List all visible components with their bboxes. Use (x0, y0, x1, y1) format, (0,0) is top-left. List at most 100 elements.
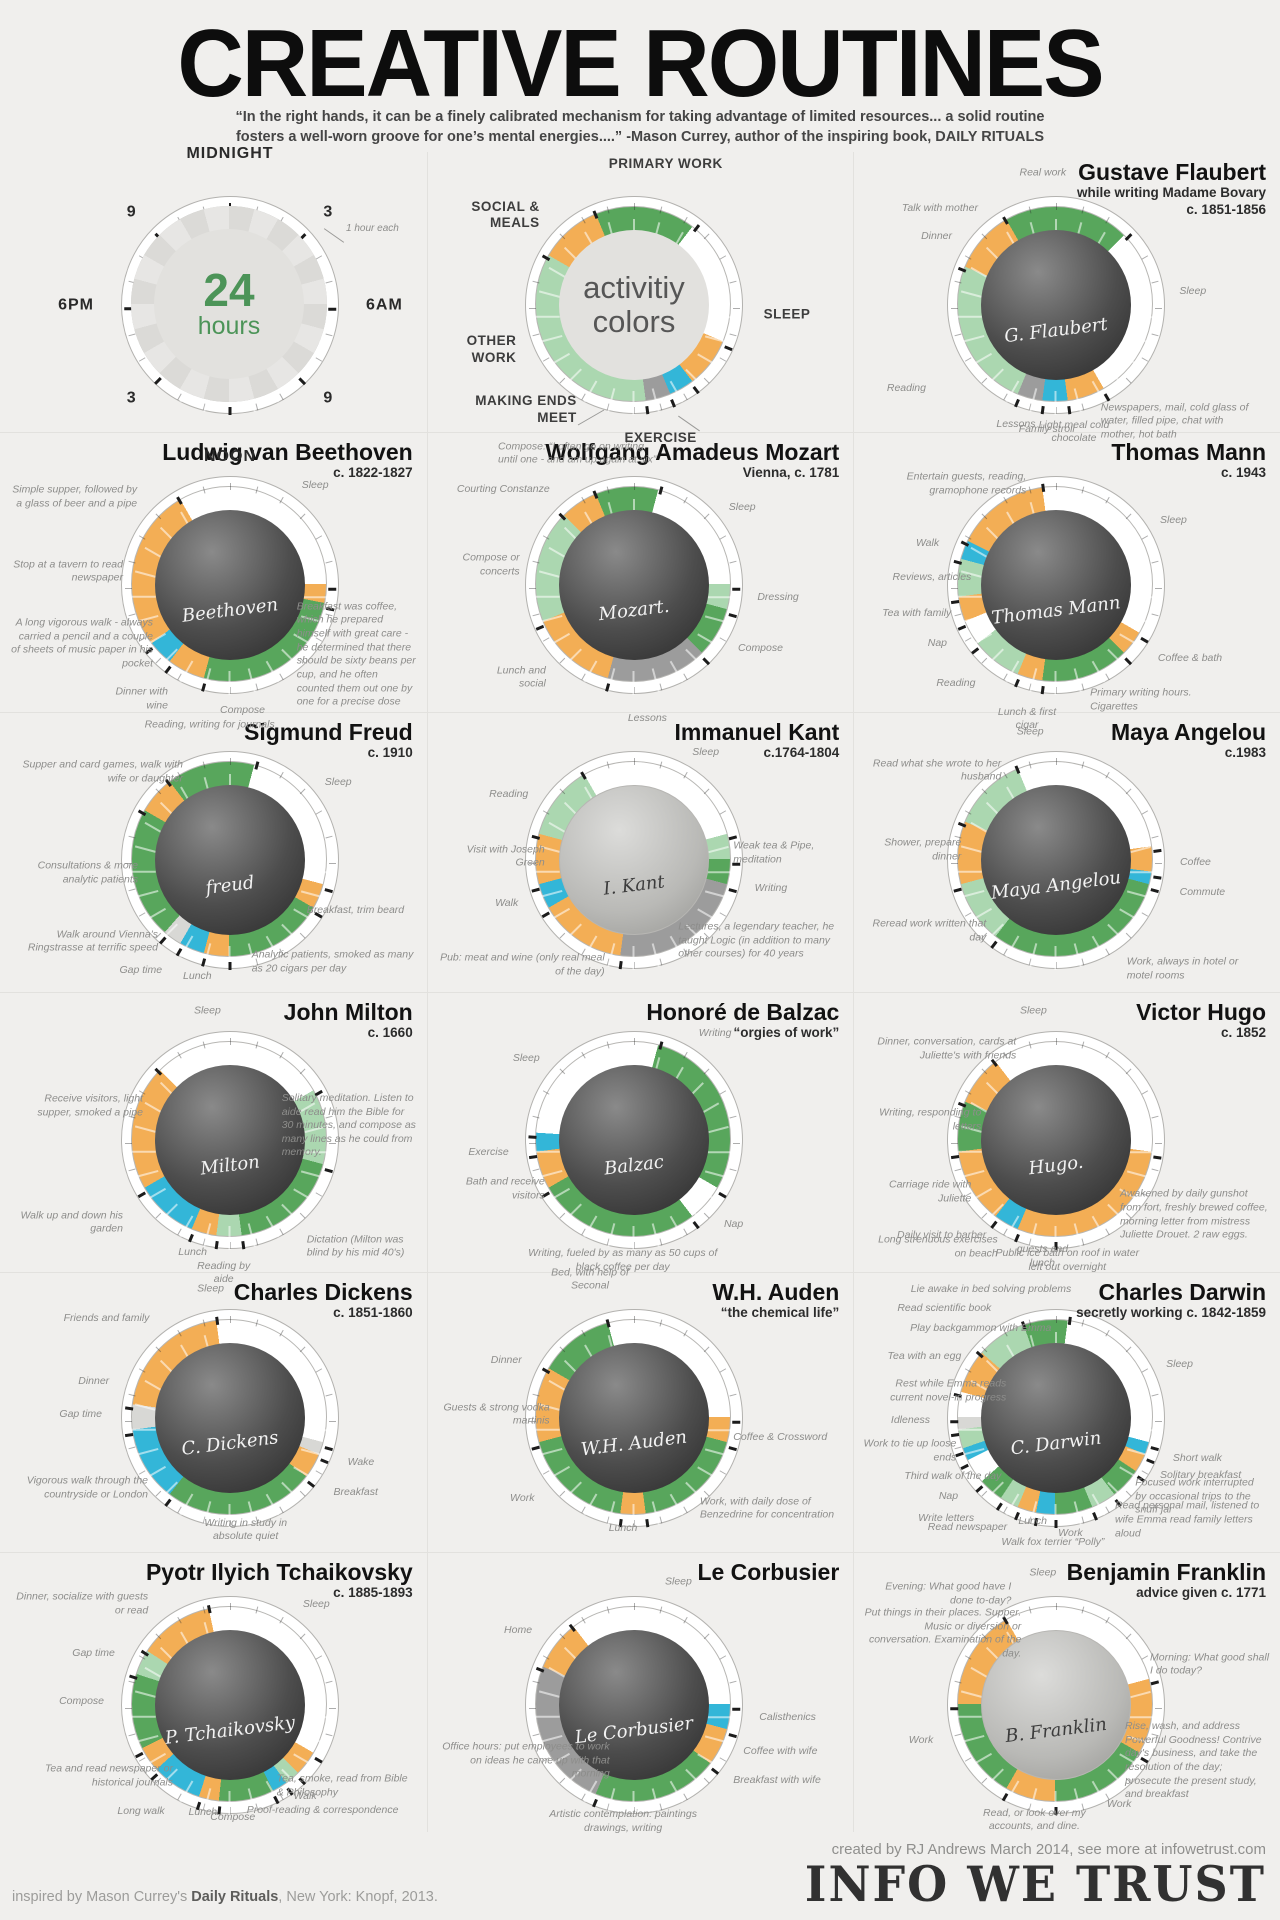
info-we-trust-logo: INFO WE TRUST (804, 1855, 1266, 1913)
kant-title-block: Immanuel Kant c.1764-1804 (674, 720, 839, 761)
routine-label: Sleep (193, 1004, 221, 1017)
routine-label: Sleep (728, 501, 756, 514)
routine-label: MAKING ENDS MEET (475, 393, 577, 426)
routine-label: Sleep (324, 776, 352, 789)
person-subtitle: c.1764-1804 (763, 745, 840, 761)
franklin-chart: B. Franklin (947, 1596, 1165, 1815)
angelou-title-block: Maya Angelou c.1983 (1111, 720, 1266, 761)
routine-label: Dinner (490, 1353, 522, 1366)
legend-leader-line (678, 415, 700, 432)
portrait-signature: G. Flaubert (1003, 313, 1109, 348)
flaubert-portrait-photo: G. Flaubert (981, 230, 1131, 380)
routine-label: Lessons (996, 418, 1036, 431)
corbusier-portrait-photo: Le Corbusier (559, 1630, 709, 1780)
person-subtitle: Vienna, c. 1781 (742, 465, 840, 481)
routine-label: Focused work interrupted by occasional t… (1135, 1476, 1254, 1517)
clock-center: 24 hours (154, 229, 304, 379)
auden-portrait-photo: W.H. Auden (559, 1343, 709, 1493)
routine-label: Work (908, 1734, 934, 1747)
milton-chart: Milton (121, 1031, 339, 1250)
portrait-signature: P. Tchaikovsky (163, 1712, 297, 1749)
flaubert-title-block: Gustave Flaubert while writing Madame Bov… (1077, 160, 1266, 217)
routine-label: Dinner, socialize with guests or read (16, 1590, 149, 1616)
dickens-title-block: Charles Dickens c. 1851-1860 (234, 1280, 413, 1321)
segment-boundary-tick (1040, 483, 1045, 493)
routine-label: Bath and receive visitors (465, 1175, 545, 1201)
freud-chart: freud (121, 751, 339, 970)
routine-label: Stop at a tavern to read newspaper (13, 558, 123, 584)
person-subtitle: “orgies of work” (733, 1025, 840, 1041)
routine-label: Newspapers, mail, cold glass of water, f… (1100, 401, 1249, 441)
routine-label: Walk (915, 536, 940, 549)
segment-boundary-tick (950, 1707, 958, 1711)
row-divider (0, 1552, 1280, 1553)
creator-credit: created by RJ Andrews March 2014, see mo… (831, 1841, 1266, 1858)
routine-label: Read newspaper (927, 1520, 1008, 1533)
routine-label: Walk around Vienna's Ringstrasse at terr… (27, 927, 158, 954)
routine-label: Reading, writing for journals (144, 717, 275, 730)
clock-chart: 24 hours (121, 196, 339, 415)
routine-label: Sleep (512, 1052, 540, 1065)
routine-label: Dinner, conversation, cards at Juliette'… (877, 1035, 1017, 1062)
routine-label: Reread work written that day (872, 917, 987, 944)
routine-label: Put things in their places. Supper. Musi… (864, 1606, 1022, 1660)
routine-label: Visit with Joseph Green (466, 843, 545, 869)
routine-label: A long vigorous walk - always carried a … (11, 616, 153, 670)
routine-label: Sleep (1166, 1358, 1193, 1371)
routine-label: Courting Constanze (456, 483, 550, 496)
tchaikovsky-chart: P. Tchaikovsky (121, 1596, 339, 1815)
routine-label: NOON (204, 448, 256, 465)
routine-label: SLEEP (763, 306, 811, 322)
row-divider (0, 1272, 1280, 1273)
person-subtitle: c.1983 (1224, 745, 1266, 761)
segment-boundary-tick (645, 405, 650, 415)
routine-label: Compose or concerts (462, 551, 520, 578)
routine-label: Sleep (1019, 1004, 1047, 1017)
routine-label: Read scientific book (897, 1302, 992, 1315)
inspired-book-title: Daily Rituals (191, 1889, 279, 1905)
routine-label: Gap time (72, 1646, 115, 1659)
person-name: Ludwig van Beethoven (162, 439, 413, 465)
routine-label: Writing (754, 882, 788, 895)
routine-label: MIDNIGHT (186, 144, 274, 162)
routine-label: Solitary breakfast (1160, 1469, 1242, 1482)
balzac-title-block: Honoré de Balzac “orgies of work” (646, 1000, 839, 1041)
segment-boundary-tick (1067, 405, 1072, 415)
segment-boundary-tick (732, 1420, 740, 1424)
hugo-chart: Hugo. (947, 1031, 1165, 1250)
routine-label: Walk (293, 1790, 317, 1803)
darwin-chart: C. Darwin (947, 1309, 1165, 1528)
person-name: Pyotr Ilyich Tchaikovsky (145, 1559, 413, 1585)
routine-label: Walk up and down his garden (20, 1209, 123, 1235)
routine-label: Pub: meat and wine (only real meal of th… (440, 951, 605, 978)
kant-portrait-photo: I. Kant (559, 785, 709, 935)
routine-label: Proof-reading & correspondence (246, 1803, 399, 1816)
clock-face: 24 hours (131, 206, 327, 402)
auden-chart: W.H. Auden (525, 1309, 743, 1528)
routine-label: Writing, responding to letters (879, 1106, 982, 1132)
routine-label: Tea and read newspaper or historical jou… (44, 1762, 173, 1789)
routine-label: Evening: What good have I done to-day? (885, 1580, 1012, 1607)
routine-label: Nap (938, 1490, 959, 1503)
routine-label: Talk with mother (901, 201, 978, 214)
routine-label: Read personal mail, listened to wife Emm… (1115, 1499, 1260, 1540)
beethoven-portrait-photo: Beethoven (155, 510, 305, 660)
routine-label: Entertain guests, reading, gramophone re… (906, 470, 1027, 496)
routine-label: Rest while Emma reads current novel-in p… (890, 1377, 1007, 1403)
quote-line-2: fosters a well-worn groove for one’s men… (235, 128, 1045, 145)
routine-label: Dinner with wine (115, 685, 168, 712)
routine-label: Real work (1019, 166, 1067, 179)
segment-boundary-tick (645, 1518, 650, 1528)
portrait-signature: C. Dickens (180, 1427, 280, 1460)
routine-label: Lunch (188, 1806, 218, 1819)
person-name: Thomas Mann (1111, 439, 1266, 465)
routine-label: Commute (1179, 886, 1226, 899)
routine-label: Home (504, 1624, 533, 1637)
routine-label: Simple supper, followed by a glass of be… (12, 483, 138, 509)
routine-label: Short walk (1172, 1452, 1222, 1465)
routine-label: PRIMARY WORK (608, 155, 723, 171)
person-name: Charles Darwin (1098, 1279, 1266, 1305)
person-subtitle: c. 1851-1860 (333, 1305, 413, 1321)
routine-label: Office hours: put employees to work on i… (442, 1740, 610, 1780)
